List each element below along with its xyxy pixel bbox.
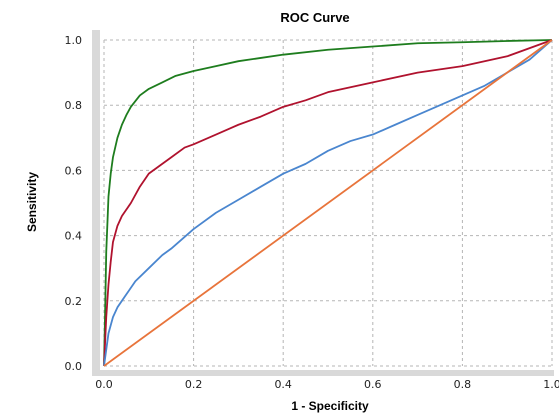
y-tick-label: 0.4 bbox=[65, 230, 83, 243]
x-tick-label: 0.8 bbox=[454, 378, 472, 391]
roc-series-line bbox=[103, 39, 553, 367]
x-axis-label: 1 - Specificity bbox=[291, 399, 369, 413]
x-axis-band bbox=[92, 370, 554, 376]
y-tick-label: 0.2 bbox=[65, 295, 83, 308]
y-axis-band bbox=[92, 30, 100, 370]
y-axis-label: Sensitivity bbox=[25, 172, 39, 232]
chart-title: ROC Curve bbox=[280, 10, 349, 25]
x-tick-label: 0.0 bbox=[95, 378, 113, 391]
roc-series-line bbox=[103, 39, 553, 367]
x-tick-label: 1.0 bbox=[543, 378, 559, 391]
x-tick-label: 0.2 bbox=[185, 378, 203, 391]
x-tick-label: 0.6 bbox=[364, 378, 382, 391]
x-tick-label: 0.4 bbox=[274, 378, 292, 391]
y-tick-label: 0.6 bbox=[65, 164, 83, 177]
roc-series-line bbox=[103, 39, 553, 367]
grid-lines bbox=[103, 39, 553, 367]
y-tick-label: 0.8 bbox=[65, 99, 83, 112]
y-tick-label: 1.0 bbox=[65, 34, 83, 47]
y-tick-label: 0.0 bbox=[65, 360, 83, 373]
roc-series-line bbox=[103, 39, 553, 367]
